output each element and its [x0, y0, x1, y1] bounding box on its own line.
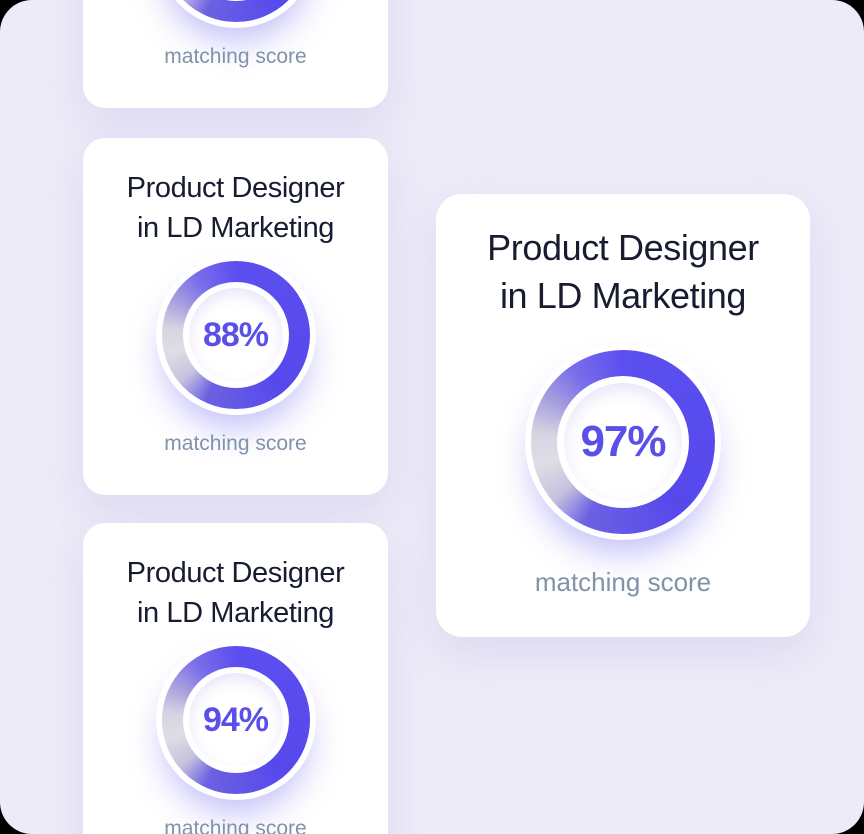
matching-score-value: 97%	[564, 383, 682, 501]
matching-score-ring: 97%	[525, 344, 721, 540]
job-title: Product Designer in LD Marketing	[487, 224, 759, 320]
matching-score-caption: matching score	[164, 432, 307, 455]
job-title-line2: in LD Marketing	[499, 275, 747, 316]
job-title-line2: in LD Marketing	[136, 212, 335, 244]
matching-score-caption: matching score	[534, 567, 712, 597]
job-title-line1: Product Designer	[487, 227, 759, 268]
job-title: Product Designer in LD Marketing	[127, 168, 345, 248]
matching-score-ring	[155, 0, 316, 28]
matching-score-caption: matching score	[164, 45, 307, 68]
job-match-card-97[interactable]: Product Designer in LD Marketing 97% mat…	[436, 194, 810, 637]
job-match-card-88[interactable]: Product Designer in LD Marketing 88% mat…	[83, 138, 388, 495]
job-match-card-partial[interactable]: matching score	[83, 0, 388, 108]
job-title-line2: in LD Marketing	[136, 597, 335, 629]
matching-score-value: 88%	[188, 288, 283, 382]
matching-score-caption: matching score	[164, 817, 307, 834]
job-title-line1: Product Designer	[126, 172, 345, 204]
matching-score-value: 94%	[188, 673, 283, 767]
job-title: Product Designer in LD Marketing	[127, 553, 345, 633]
matching-score-ring: 94%	[155, 640, 316, 800]
job-match-card-94[interactable]: Product Designer in LD Marketing 94% mat…	[83, 523, 388, 834]
matching-score-ring: 88%	[155, 255, 316, 415]
job-title-line1: Product Designer	[126, 557, 345, 589]
